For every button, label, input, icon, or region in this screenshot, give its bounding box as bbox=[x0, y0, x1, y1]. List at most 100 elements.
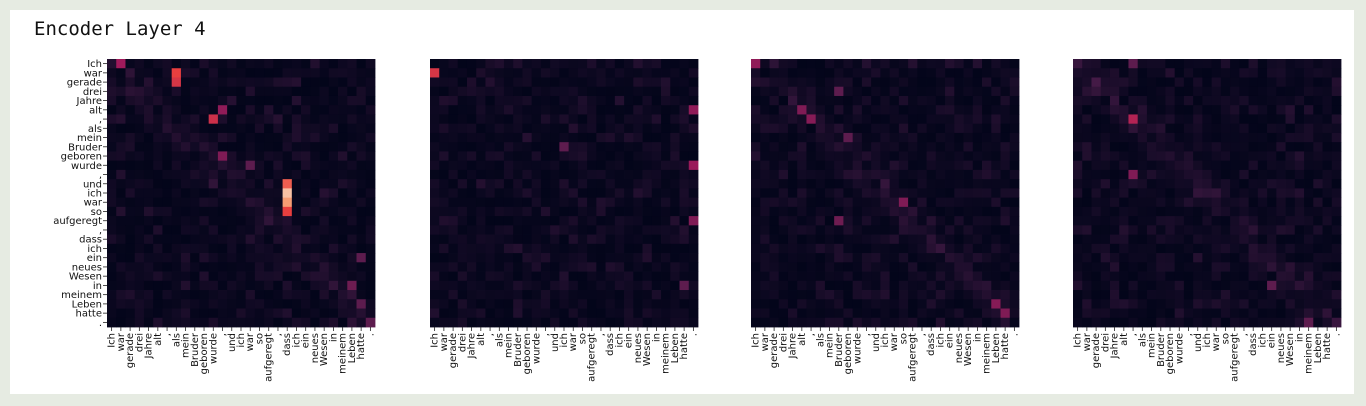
heatmap-cell bbox=[926, 262, 937, 272]
heatmap-cell bbox=[310, 151, 320, 162]
heatmap-cell bbox=[328, 169, 339, 180]
heatmap-cell bbox=[991, 234, 1001, 245]
heatmap-cell bbox=[301, 308, 311, 319]
heatmap-cell bbox=[476, 308, 486, 319]
heatmap-cell bbox=[1156, 216, 1166, 226]
heatmap-cell bbox=[824, 225, 835, 235]
heatmap-cell bbox=[806, 206, 817, 217]
heatmap-cell bbox=[1183, 86, 1194, 97]
heatmap-cell bbox=[125, 243, 136, 254]
heatmap-cell bbox=[485, 68, 496, 78]
heatmap-cell bbox=[769, 290, 780, 300]
heatmap-cell bbox=[190, 271, 200, 282]
heatmap-cell bbox=[1100, 77, 1111, 88]
heatmap-cell bbox=[540, 132, 551, 143]
heatmap-cell bbox=[1331, 234, 1342, 245]
heatmap-cell bbox=[982, 77, 992, 88]
heatmap-cell bbox=[1202, 299, 1213, 309]
heatmap-cell bbox=[787, 243, 798, 254]
heatmap-cell bbox=[861, 216, 872, 226]
heatmap-cell bbox=[291, 123, 302, 134]
heatmap-cell bbox=[208, 86, 219, 97]
heatmap-cell bbox=[917, 262, 927, 272]
heatmap-cell bbox=[1183, 105, 1194, 115]
heatmap-cell bbox=[852, 132, 863, 143]
heatmap-cell bbox=[328, 280, 339, 291]
heatmap-cell bbox=[1156, 234, 1166, 245]
heatmap-cell bbox=[1091, 59, 1102, 69]
heatmap-cell bbox=[503, 216, 514, 226]
heatmap-cell bbox=[880, 206, 891, 217]
heatmap-cell bbox=[347, 179, 357, 189]
heatmap-cell bbox=[787, 271, 798, 282]
heatmap-cell bbox=[963, 105, 974, 115]
heatmap-cell bbox=[365, 142, 376, 152]
heatmap-cell bbox=[1119, 86, 1129, 97]
heatmap-cell bbox=[642, 169, 653, 180]
heatmap-cell bbox=[1183, 234, 1194, 245]
heatmap-cell bbox=[1109, 114, 1120, 125]
heatmap-cell bbox=[466, 216, 477, 226]
heatmap-cell bbox=[559, 253, 570, 263]
heatmap-cell bbox=[935, 160, 946, 171]
heatmap-cell bbox=[1304, 160, 1314, 171]
heatmap-cell bbox=[273, 86, 283, 97]
heatmap-cell bbox=[162, 243, 173, 254]
heatmap-cell bbox=[559, 132, 570, 143]
heatmap-cell bbox=[1257, 132, 1268, 143]
heatmap-cell bbox=[1193, 206, 1203, 217]
heatmap-cell bbox=[107, 262, 117, 272]
heatmap-cell bbox=[1146, 317, 1157, 328]
heatmap-cell bbox=[679, 123, 690, 134]
heatmap-cell bbox=[688, 114, 699, 125]
heatmap-cell bbox=[1220, 290, 1231, 300]
heatmap-cell bbox=[614, 262, 625, 272]
heatmap-cell bbox=[550, 299, 560, 309]
heatmap-cell bbox=[190, 179, 200, 189]
y-tick-label: Wesen bbox=[69, 272, 102, 283]
heatmap-cell bbox=[945, 197, 955, 208]
heatmap-cell bbox=[824, 132, 835, 143]
heatmap-cell bbox=[264, 123, 274, 134]
heatmap-cell bbox=[466, 188, 477, 199]
x-tick-label: , bbox=[1184, 333, 1195, 336]
heatmap-cell bbox=[466, 290, 477, 300]
heatmap-cell bbox=[540, 59, 551, 69]
heatmap-cell bbox=[1009, 132, 1020, 143]
heatmap-cell bbox=[1285, 114, 1296, 125]
heatmap-cell bbox=[503, 280, 514, 291]
heatmap-cell bbox=[880, 132, 891, 143]
heatmap-cell bbox=[1313, 262, 1323, 272]
heatmap-cell bbox=[889, 243, 900, 254]
heatmap-cell bbox=[365, 123, 376, 134]
heatmap-cell bbox=[1156, 262, 1166, 272]
heatmap-cell bbox=[540, 253, 551, 263]
heatmap-cell bbox=[208, 105, 219, 115]
heatmap-cell bbox=[540, 123, 551, 134]
heatmap-cell bbox=[254, 262, 265, 272]
heatmap-cell bbox=[227, 77, 237, 88]
heatmap-cell bbox=[1331, 216, 1342, 226]
heatmap-cell bbox=[254, 271, 265, 282]
heatmap-cell bbox=[1202, 206, 1213, 217]
heatmap-cell bbox=[1276, 299, 1286, 309]
heatmap-cell bbox=[760, 234, 770, 245]
heatmap-cell bbox=[1285, 95, 1296, 106]
heatmap-cell bbox=[153, 169, 163, 180]
heatmap-cell bbox=[550, 86, 560, 97]
heatmap-cell bbox=[217, 179, 228, 189]
heatmap-cell bbox=[806, 188, 817, 199]
heatmap-cell bbox=[852, 243, 863, 254]
heatmap-cell bbox=[1119, 243, 1129, 254]
heatmap-cell bbox=[439, 271, 449, 282]
heatmap-cell bbox=[651, 114, 662, 125]
heatmap-cell bbox=[991, 160, 1001, 171]
heatmap-cell bbox=[254, 253, 265, 263]
heatmap-cell bbox=[338, 234, 348, 245]
heatmap-cell bbox=[982, 262, 992, 272]
heatmap-cell bbox=[448, 142, 459, 152]
heatmap-cell bbox=[448, 271, 459, 282]
heatmap-cell bbox=[503, 114, 514, 125]
heatmap-cell bbox=[236, 132, 247, 143]
heatmap-cell bbox=[1137, 290, 1148, 300]
